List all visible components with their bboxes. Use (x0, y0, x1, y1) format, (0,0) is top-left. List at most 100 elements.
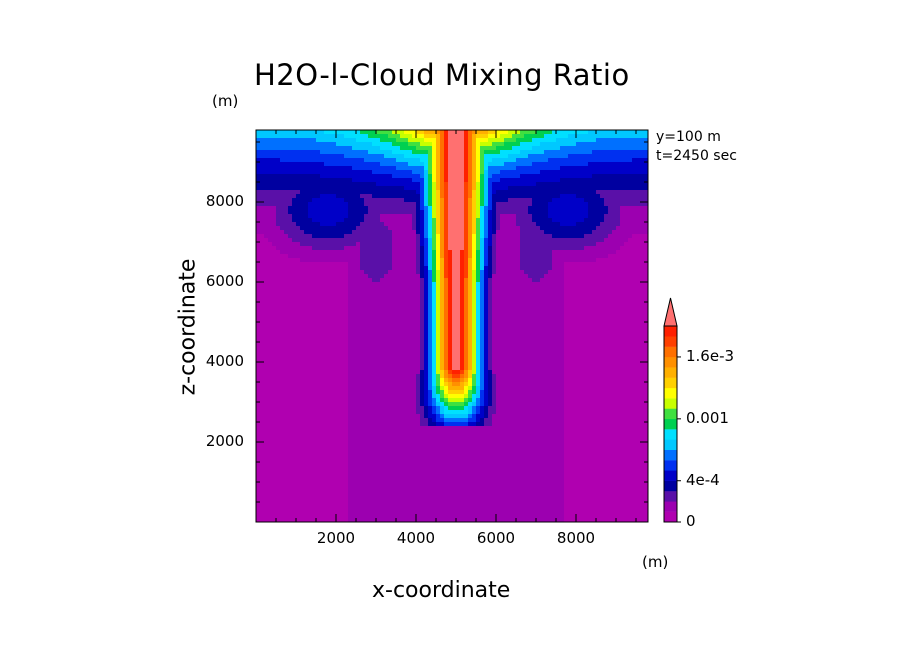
field-cell (356, 294, 361, 299)
field-cell (456, 142, 461, 147)
field-cell (460, 290, 465, 295)
field-cell (380, 298, 385, 303)
field-cell (432, 130, 437, 135)
field-cell (332, 146, 337, 151)
field-cell (524, 286, 529, 291)
field-cell (484, 182, 489, 187)
field-cell (416, 270, 421, 275)
field-cell (424, 142, 429, 147)
field-cell (588, 134, 593, 139)
field-cell (460, 150, 465, 155)
field-cell (468, 170, 473, 175)
field-cell (292, 234, 297, 239)
field-cell (308, 178, 313, 183)
field-cell (620, 182, 625, 187)
field-cell (416, 278, 421, 283)
field-cell (544, 186, 549, 191)
field-cell (344, 246, 349, 251)
field-cell (372, 214, 377, 219)
field-cell (520, 318, 525, 323)
field-cell (540, 250, 545, 255)
field-cell (308, 318, 313, 323)
field-cell (388, 254, 393, 259)
field-cell (356, 186, 361, 191)
field-cell (556, 290, 561, 295)
field-cell (636, 234, 641, 239)
field-cell (396, 274, 401, 279)
field-cell (492, 134, 497, 139)
field-cell (580, 166, 585, 171)
field-cell (400, 162, 405, 167)
field-cell (308, 326, 313, 331)
field-cell (400, 154, 405, 159)
field-cell (576, 290, 581, 295)
field-cell (388, 202, 393, 207)
field-cell (384, 174, 389, 179)
field-cell (520, 230, 525, 235)
field-cell (472, 222, 477, 227)
field-cell (284, 246, 289, 251)
field-cell (300, 246, 305, 251)
field-cell (268, 246, 273, 251)
field-cell (480, 166, 485, 171)
field-cell (644, 318, 649, 323)
field-cell (644, 178, 649, 183)
field-cell (372, 242, 377, 247)
field-cell (408, 130, 413, 135)
field-cell (388, 150, 393, 155)
field-cell (456, 258, 461, 263)
field-cell (272, 178, 277, 183)
field-cell (344, 314, 349, 319)
field-cell (392, 182, 397, 187)
field-cell (532, 174, 537, 179)
field-cell (424, 218, 429, 223)
field-cell (320, 138, 325, 143)
field-cell (468, 302, 473, 307)
field-cell (428, 202, 433, 207)
field-cell (448, 222, 453, 227)
field-cell (276, 314, 281, 319)
field-cell (476, 174, 481, 179)
field-cell (580, 206, 585, 211)
field-cell (464, 262, 469, 267)
field-cell (284, 286, 289, 291)
field-cell (356, 174, 361, 179)
field-cell (344, 230, 349, 235)
field-cell (448, 234, 453, 239)
field-cell (456, 270, 461, 275)
field-cell (484, 318, 489, 323)
field-cell (512, 306, 517, 311)
field-cell (396, 270, 401, 275)
field-cell (444, 242, 449, 247)
field-cell (408, 222, 413, 227)
field-cell (628, 202, 633, 207)
field-cell (356, 286, 361, 291)
field-cell (292, 278, 297, 283)
field-cell (508, 230, 513, 235)
field-cell (608, 210, 613, 215)
field-cell (480, 258, 485, 263)
field-cell (440, 206, 445, 211)
field-cell (388, 178, 393, 183)
field-cell (444, 162, 449, 167)
field-cell (308, 230, 313, 235)
field-cell (440, 282, 445, 287)
field-cell (568, 154, 573, 159)
field-cell (476, 194, 481, 199)
field-cell (264, 194, 269, 199)
field-cell (536, 162, 541, 167)
field-cell (628, 322, 633, 327)
field-cell (460, 170, 465, 175)
field-cell (348, 298, 353, 303)
field-cell (404, 278, 409, 283)
field-cell (408, 174, 413, 179)
field-cell (472, 206, 477, 211)
field-cell (504, 310, 509, 315)
field-cell (572, 310, 577, 315)
field-cell (384, 210, 389, 215)
field-cell (296, 218, 301, 223)
field-cell (492, 330, 497, 335)
field-cell (288, 310, 293, 315)
field-cell (276, 278, 281, 283)
field-cell (476, 146, 481, 151)
